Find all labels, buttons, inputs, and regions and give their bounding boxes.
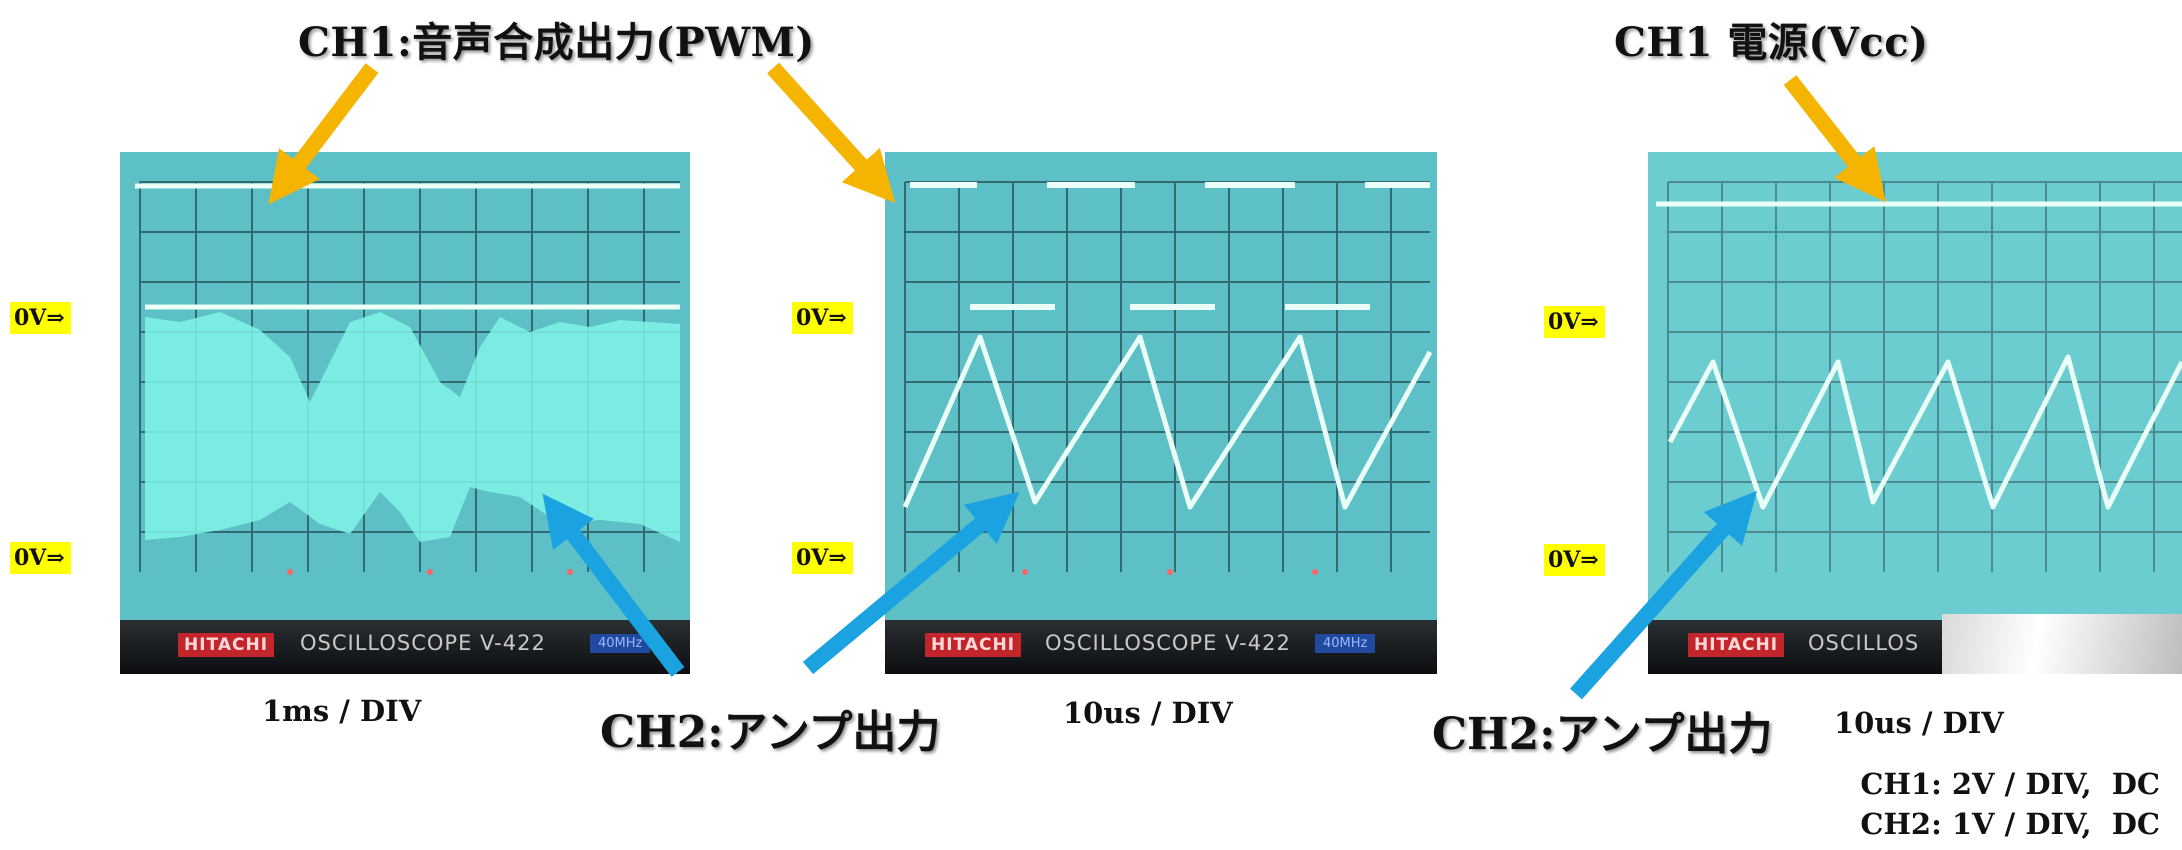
zero-volt-marker-scope1-ch2: 0V⇒ [10, 542, 71, 574]
hitachi-logo: HITACHI [925, 633, 1022, 657]
hitachi-logo: HITACHI [178, 633, 275, 657]
arrow-down-right-icon [767, 62, 896, 203]
scope-2-ch1-pwm-trace [910, 182, 1430, 310]
ch2-amp-output-label-2: CH2:アンプ出力 [1432, 709, 1773, 760]
oscilloscope-screen-1: HITACHI OSCILLOSCOPE V-422 40MHz [120, 152, 690, 674]
scope-3-paper-glare [1942, 614, 2182, 674]
ch2-setting: CH2: 1V / DIV, DC [1860, 807, 2160, 841]
scope-3-model: OSCILLOS [1808, 631, 1920, 655]
zero-volt-marker-scope2-ch2: 0V⇒ [792, 542, 853, 574]
scope-1-badge: 40MHz [590, 634, 651, 653]
ch2-amp-output-label-1: CH2:アンプ出力 [600, 707, 941, 758]
scope-2-model: OSCILLOSCOPE V-422 [1045, 631, 1291, 655]
scope-2-display [885, 152, 1437, 620]
ch1-pwm-title: CH1:音声合成出力(PWM) [298, 19, 815, 66]
scope-3-display [1648, 152, 2182, 620]
scope-3-timebase: 10us / DIV [1834, 706, 2004, 740]
scope-1-model: OSCILLOSCOPE V-422 [300, 631, 546, 655]
scope-1-brand-strip: HITACHI OSCILLOSCOPE V-422 40MHz [120, 620, 690, 674]
channel-settings: CH1: 2V / DIV, DC CH2: 1V / DIV, DC [1860, 764, 2160, 844]
hitachi-logo: HITACHI [1688, 633, 1785, 657]
scope-2-badge: 40MHz [1315, 634, 1376, 653]
scope-2-dots [1022, 569, 1318, 575]
zero-volt-marker-scope3-ch1: 0V⇒ [1544, 306, 1605, 338]
zero-volt-marker-scope1-ch1: 0V⇒ [10, 302, 71, 334]
scope-1-display [120, 152, 690, 620]
ch1-setting: CH1: 2V / DIV, DC [1860, 767, 2160, 801]
zero-volt-marker-scope3-ch2: 0V⇒ [1544, 544, 1605, 576]
scope-2-brand-strip: HITACHI OSCILLOSCOPE V-422 40MHz [885, 620, 1437, 674]
scope-1-ch2-envelope [145, 312, 680, 542]
scope-2-timebase: 10us / DIV [1063, 696, 1233, 730]
oscilloscope-screen-3: HITACHI OSCILLOS [1648, 152, 2182, 674]
ch1-vcc-title: CH1 電源(Vcc) [1614, 19, 1929, 66]
zero-volt-marker-scope2-ch1: 0V⇒ [792, 302, 853, 334]
oscilloscope-screen-2: HITACHI OSCILLOSCOPE V-422 40MHz [885, 152, 1437, 674]
scope-1-timebase: 1ms / DIV [262, 694, 422, 728]
scope-3-grid [1667, 181, 2182, 572]
scope-3-ch2-sawtooth [1667, 354, 2182, 510]
scope-2-ch2-sawtooth [902, 334, 1433, 510]
